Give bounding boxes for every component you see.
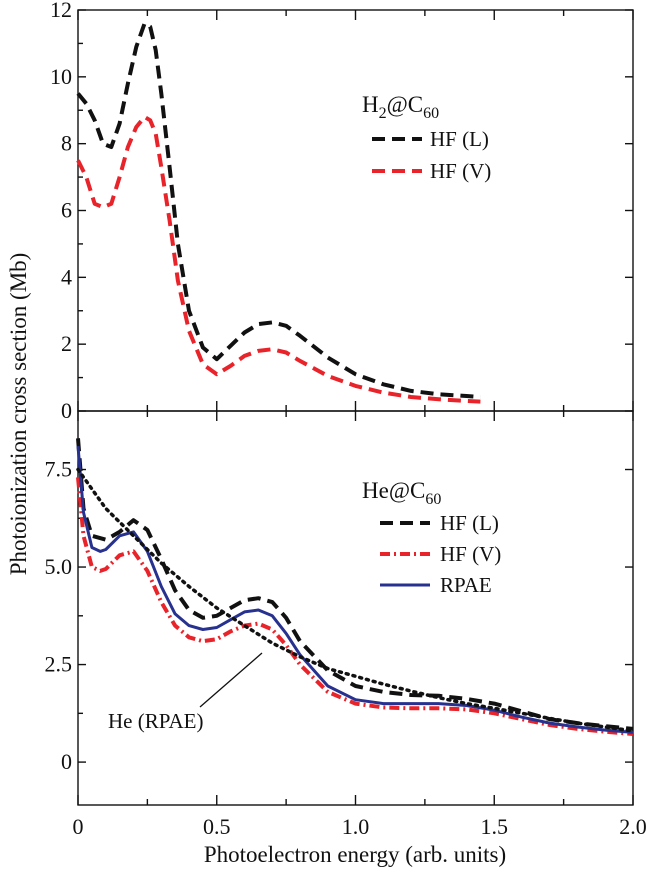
x-tick-label: 1.5 — [481, 814, 509, 839]
bottom-legend-label-hf-l: HF (L) — [440, 511, 499, 535]
top-series-hf-l — [76, 21, 481, 399]
top-panel-title: H2@C60 — [362, 92, 439, 122]
bottom-legend-label-rpae: RPAE — [440, 573, 492, 597]
bottom-title-main: He@C — [362, 478, 425, 503]
top-y-tick-label: 2 — [61, 331, 72, 356]
bottom-series-rpae — [76, 445, 634, 734]
annotation-label: He (RPAE) — [108, 709, 203, 733]
top-panel-series — [76, 21, 481, 404]
bottom-y-tick-label: 0 — [61, 749, 72, 774]
top-legend: HF (L) HF (V) — [372, 127, 491, 183]
bottom-panel-frame — [77, 410, 634, 806]
top-legend-label-hf-v: HF (V) — [430, 159, 491, 183]
top-series-hf-v — [76, 114, 481, 404]
top-y-tick-label: 10 — [50, 64, 72, 89]
bottom-series-hf-l — [76, 438, 634, 731]
top-y-tick-label: 12 — [50, 0, 72, 22]
x-axis-label: Photoelectron energy (arb. units) — [204, 842, 506, 867]
bottom-title-sub2: 60 — [425, 491, 441, 508]
x-tick-label: 0 — [73, 814, 84, 839]
bottom-legend-label-hf-v: HF (V) — [440, 542, 501, 566]
bottom-series-he-rpae — [76, 467, 635, 733]
bottom-y-tick-label: 2.5 — [45, 652, 73, 677]
bottom-legend: HF (L) HF (V) RPAE — [380, 511, 501, 597]
annotation-pointer — [199, 652, 263, 708]
x-tick-label: 1.0 — [342, 814, 370, 839]
bottom-series-hf-v — [76, 477, 634, 736]
bottom-y-tick-label: 5.0 — [45, 554, 73, 579]
bottom-panel-series — [76, 438, 635, 736]
top-legend-label-hf-l: HF (L) — [430, 127, 489, 151]
top-y-tick-label: 6 — [61, 198, 72, 223]
bottom-y-tick-label: 7.5 — [45, 457, 73, 482]
top-title-mid: @C — [387, 92, 424, 117]
top-y-tick-label: 0 — [61, 398, 72, 423]
top-panel-frame — [77, 9, 634, 412]
top-y-tick-label: 8 — [61, 131, 72, 156]
top-title-sub2: 60 — [423, 105, 439, 122]
top-title-sub1: 2 — [379, 105, 387, 122]
top-y-tick-label: 4 — [61, 264, 72, 289]
bottom-panel-ticks: 0 2.5 5.0 7.5 0 0.5 1.0 1.5 2.0 — [45, 411, 647, 839]
top-panel-ticks: 0 2 4 6 8 10 12 — [50, 0, 634, 423]
y-axis-label: Photoionization cross section (Mb) — [6, 253, 31, 576]
x-tick-label: 0.5 — [203, 814, 231, 839]
top-title-main: H — [362, 92, 379, 117]
x-tick-label: 2.0 — [619, 814, 647, 839]
bottom-panel-title: He@C60 — [362, 478, 441, 508]
